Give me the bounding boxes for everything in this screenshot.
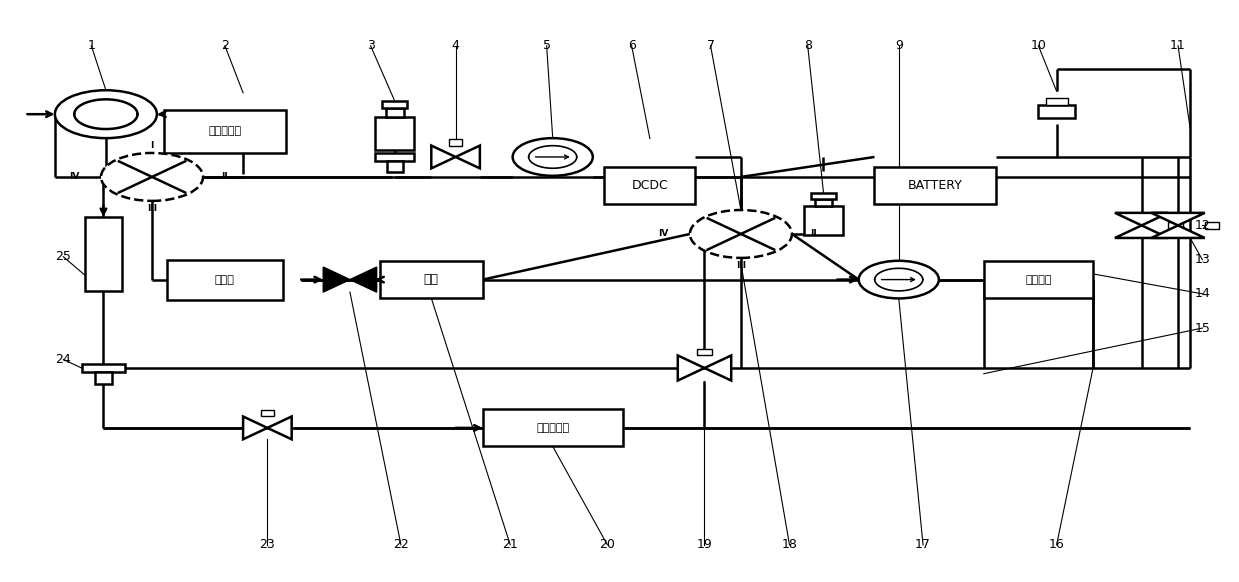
Text: 2: 2: [221, 39, 229, 52]
Polygon shape: [349, 267, 377, 292]
Text: 1: 1: [88, 39, 95, 52]
Polygon shape: [1151, 213, 1204, 225]
Text: 3: 3: [367, 39, 374, 52]
Text: 9: 9: [895, 39, 903, 52]
Bar: [810, 193, 836, 198]
Text: IV: IV: [69, 172, 79, 182]
Text: 16: 16: [1048, 538, 1064, 551]
Bar: [260, 410, 274, 417]
Text: 22: 22: [393, 538, 409, 551]
Text: II: II: [810, 229, 818, 239]
Text: 20: 20: [600, 538, 616, 551]
Text: 13: 13: [1194, 253, 1211, 266]
Text: 7: 7: [706, 39, 715, 52]
Bar: [1038, 105, 1074, 118]
Bar: [375, 153, 414, 161]
Text: 11: 11: [1170, 39, 1186, 52]
Text: 19: 19: [696, 538, 712, 551]
Text: 5: 5: [543, 39, 550, 52]
Circle shape: [102, 153, 203, 201]
Text: III: III: [736, 261, 746, 270]
Bar: [164, 110, 285, 152]
Circle shape: [690, 210, 792, 258]
Text: 25: 25: [56, 250, 72, 263]
Text: 18: 18: [782, 538, 798, 551]
Polygon shape: [323, 267, 349, 292]
Bar: [483, 409, 622, 446]
Bar: [449, 139, 462, 146]
Text: 8: 8: [804, 39, 812, 52]
Text: 23: 23: [259, 538, 275, 551]
Text: 6: 6: [628, 39, 636, 52]
Bar: [383, 101, 408, 108]
Text: 4: 4: [452, 39, 460, 52]
Bar: [82, 364, 125, 372]
Bar: [167, 260, 282, 300]
Bar: [379, 261, 483, 298]
Text: 21: 21: [502, 538, 518, 551]
Bar: [85, 217, 121, 291]
Text: 12: 12: [1194, 219, 1211, 232]
Polygon shape: [431, 146, 456, 168]
Bar: [387, 161, 403, 172]
Bar: [1204, 222, 1219, 229]
Polygon shape: [456, 146, 479, 168]
Text: I: I: [150, 141, 154, 150]
Text: IV: IV: [658, 229, 668, 239]
Text: 24: 24: [56, 353, 72, 366]
Bar: [605, 167, 695, 204]
Polygon shape: [678, 356, 705, 381]
Polygon shape: [705, 356, 731, 381]
Polygon shape: [1115, 225, 1168, 238]
Text: 17: 17: [916, 538, 930, 551]
Text: DCDC: DCDC: [632, 179, 668, 192]
Text: 热交换器: 热交换器: [1025, 275, 1052, 285]
Polygon shape: [243, 417, 268, 439]
Text: 散热器: 散热器: [214, 275, 235, 285]
Text: 14: 14: [1194, 288, 1211, 300]
Text: BATTERY: BATTERY: [908, 179, 963, 192]
Bar: [1046, 98, 1068, 105]
Text: 车内换热器: 车内换热器: [536, 423, 569, 433]
Circle shape: [513, 138, 592, 176]
Text: I: I: [740, 198, 742, 207]
Bar: [875, 167, 996, 204]
Bar: [1168, 222, 1183, 229]
Text: 10: 10: [1031, 39, 1047, 52]
Bar: [387, 108, 404, 117]
Polygon shape: [1115, 213, 1168, 225]
Bar: [698, 349, 712, 356]
Text: 气液分离器: 气液分离器: [208, 126, 242, 136]
Bar: [984, 261, 1093, 298]
Bar: [804, 206, 843, 235]
Bar: [375, 117, 414, 150]
Text: 15: 15: [1194, 322, 1211, 335]
Polygon shape: [268, 417, 291, 439]
Circle shape: [859, 261, 939, 299]
Bar: [94, 372, 113, 385]
Polygon shape: [1151, 225, 1204, 238]
Text: III: III: [147, 204, 157, 213]
Bar: [815, 198, 833, 206]
Text: II: II: [222, 172, 228, 182]
Text: 电机: 电机: [424, 273, 439, 286]
Circle shape: [55, 90, 157, 138]
